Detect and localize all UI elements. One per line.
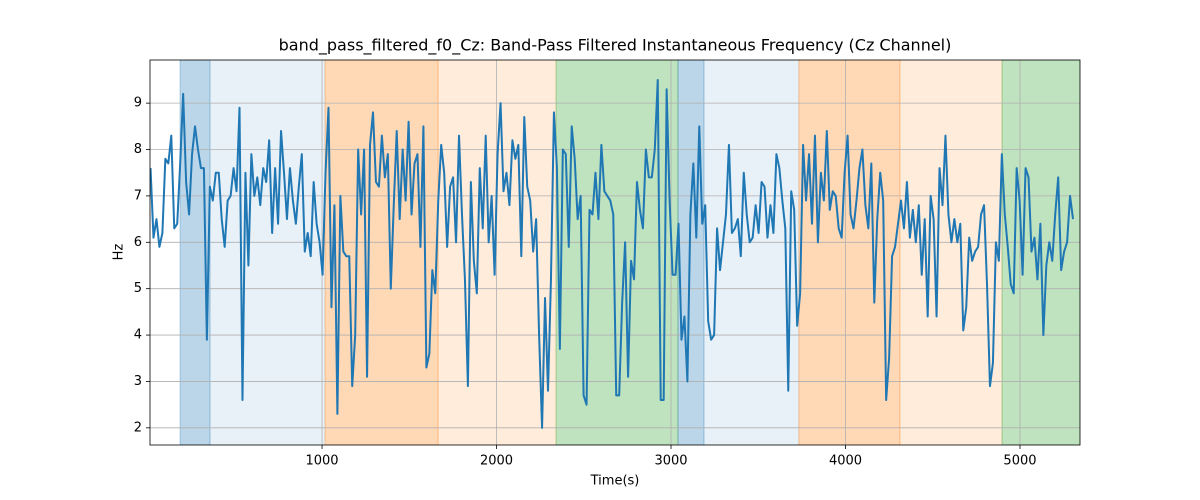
y-tick-label: 2 (134, 420, 142, 435)
highlight-span (437, 60, 557, 445)
highlight-span (324, 60, 439, 445)
y-axis-label: Hz (112, 244, 127, 261)
lines (150, 78, 1075, 429)
x-tick-label: 2000 (480, 454, 513, 469)
data-line (150, 78, 1075, 429)
plot-frame (149, 59, 1081, 446)
y-tick-label: 4 (134, 328, 142, 343)
chart-title: band_pass_filtered_f0_Cz: Band-Pass Filt… (279, 36, 952, 56)
y-tick-label: 3 (134, 374, 142, 389)
highlight-span (703, 60, 800, 445)
x-axis-label: Time(s) (590, 474, 640, 489)
x-tick-label: 3000 (654, 454, 687, 469)
highlight-span (209, 60, 326, 445)
spans (179, 60, 1080, 445)
y-tick-label: 7 (134, 188, 142, 203)
axes: 1000 2000 3000 4000 5000 2 3 4 5 6 7 8 9 (134, 59, 1081, 469)
y-tick-label: 9 (134, 96, 142, 111)
y-tick-label: 5 (134, 281, 142, 296)
x-tick-label: 5000 (1003, 454, 1036, 469)
y-tick-label: 8 (134, 142, 142, 157)
x-tick-label: 1000 (305, 454, 338, 469)
x-tick-label: 4000 (829, 454, 862, 469)
y-tick-label: 6 (134, 235, 142, 250)
highlight-span (677, 60, 705, 445)
